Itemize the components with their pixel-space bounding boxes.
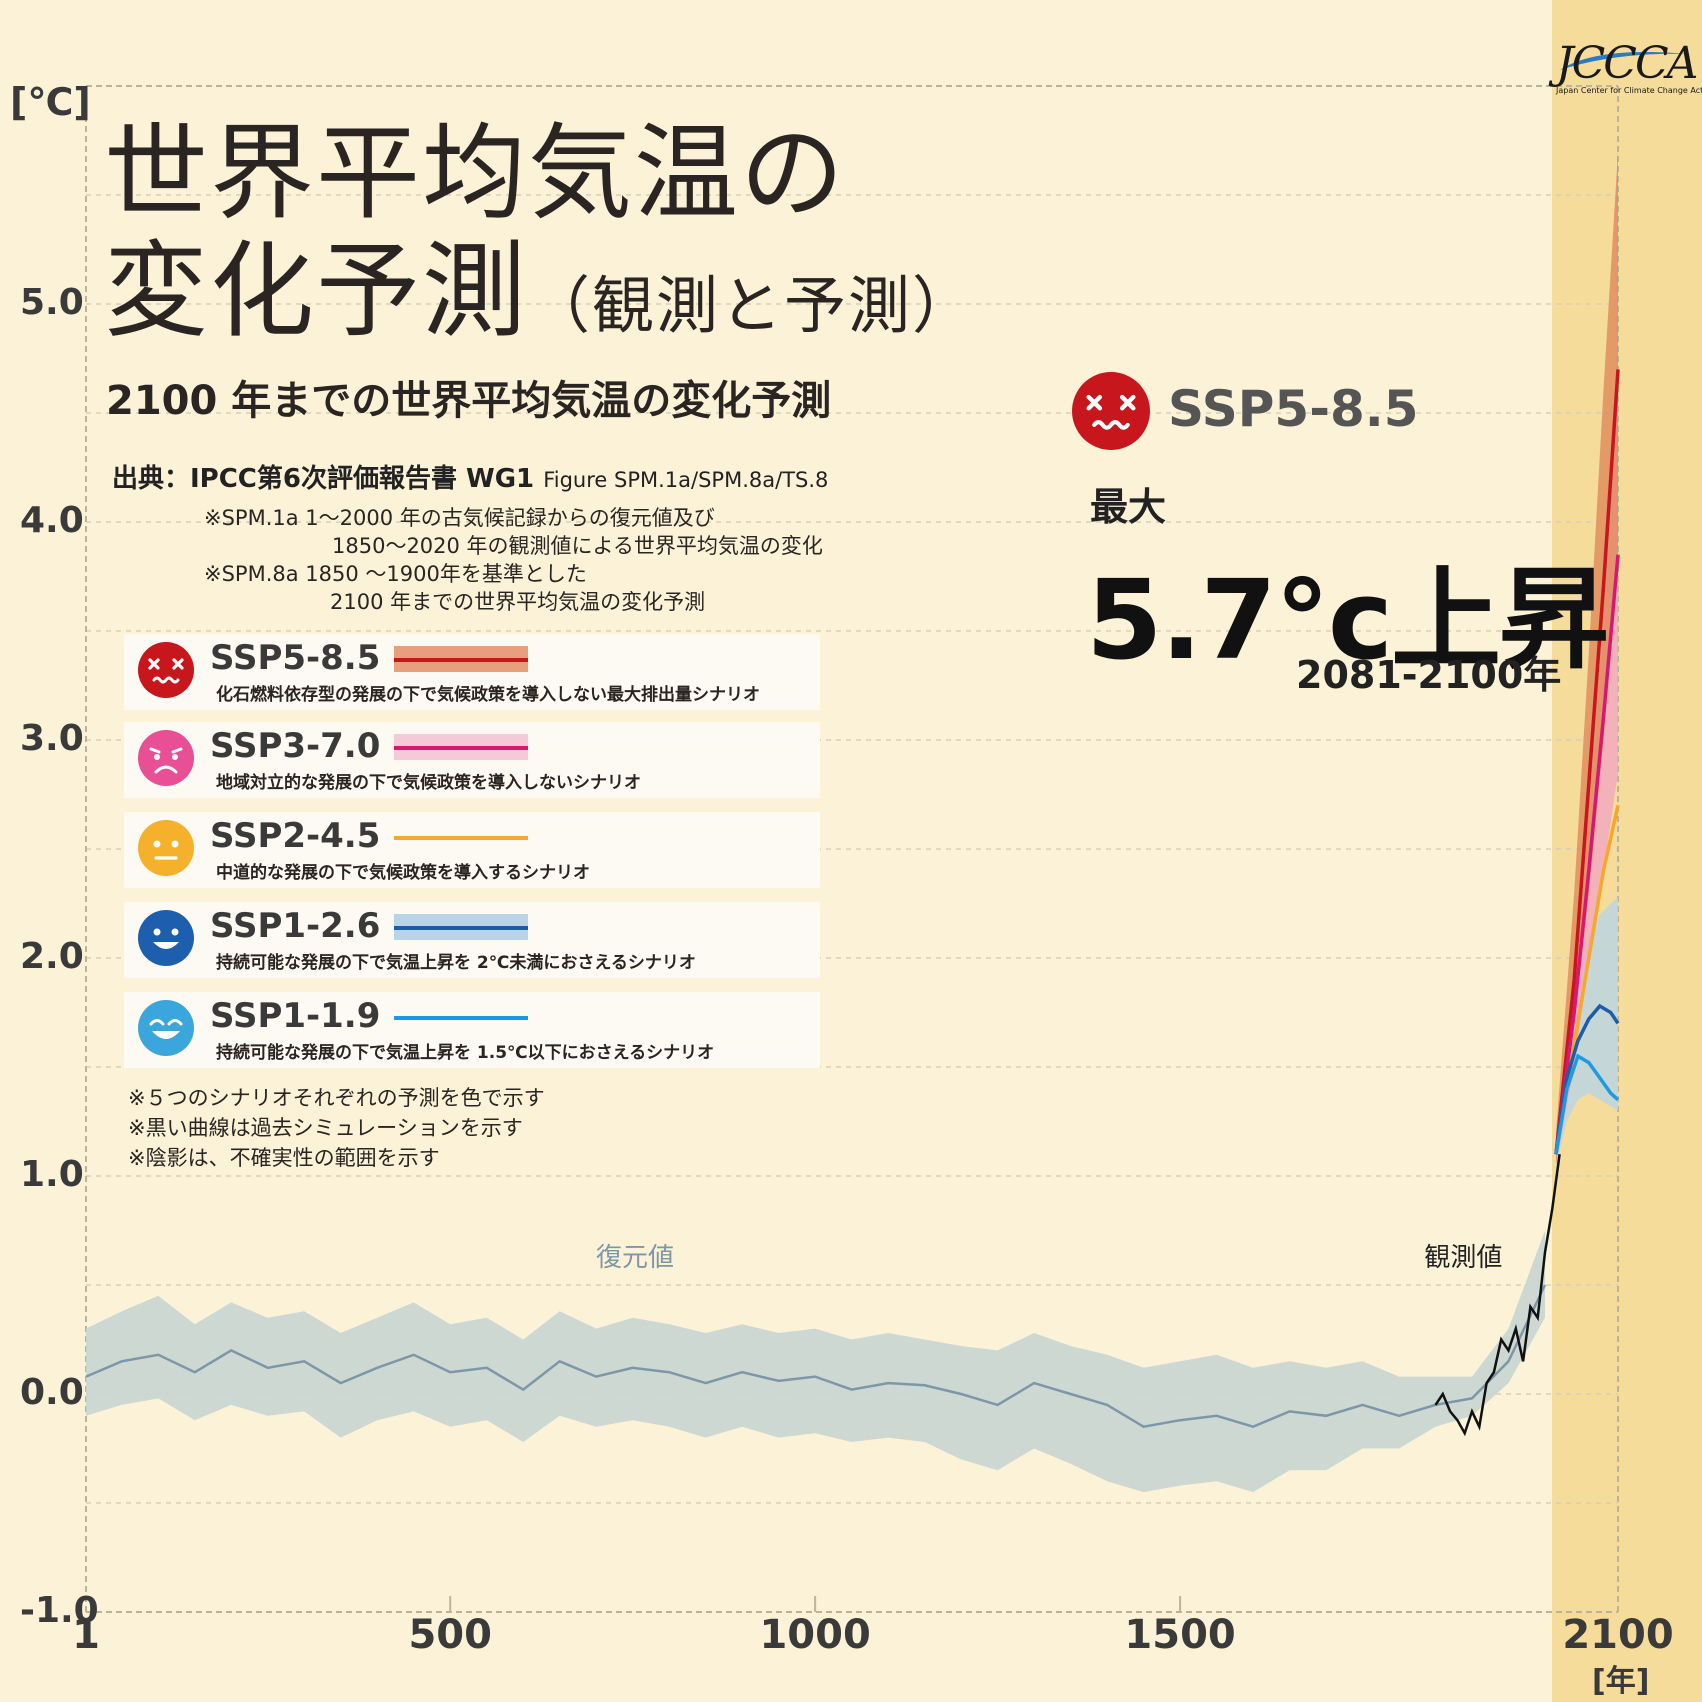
reconstruction-series (85, 1230, 1547, 1493)
title-line-2-text: 変化予測 (104, 230, 529, 352)
footnote-2: ※黒い曲線は過去シミュレーションを示す (128, 1116, 523, 1140)
source-figure: Figure SPM.1a/SPM.8a/TS.8 (543, 468, 829, 492)
line-ssp1-1.9 (1554, 1053, 1620, 1155)
legend-item: SSP5-8.5 化石燃料依存型の発展の下で気候政策を導入しない最大排出量シナリオ (124, 634, 820, 710)
x-tick-label: 500 (408, 1612, 492, 1658)
legend-line-swatch (394, 1016, 528, 1020)
title-paren: （観測と予測） (528, 269, 977, 342)
logo-text: JCCCA (1556, 38, 1698, 89)
legend-item: SSP2-4.5 中道的な発展の下で気候政策を導入するシナリオ (124, 812, 820, 888)
band-ssp5-8.5 (1556, 151, 1618, 1166)
legend-swatch (394, 734, 528, 760)
legend-swatch (394, 824, 528, 850)
y-tick-label: 3.0 (20, 718, 84, 759)
legend-description: 持続可能な発展の下で気温上昇を 1.5℃以下におさえるシナリオ (216, 1043, 715, 1063)
title-line-2: 変化予測（観測と予測） (104, 234, 976, 348)
line-ssp1-2.6 (1554, 1003, 1620, 1155)
highlight-scenario: SSP5-8.5 (1168, 380, 1419, 438)
subtitle: 2100 年までの世界平均気温の変化予測 (106, 378, 832, 424)
x-tick-label: 2100 (1562, 1612, 1674, 1658)
legend-scenario-name: SSP1-2.6 (210, 906, 381, 946)
legend-line-swatch (394, 658, 528, 662)
grinning-face-icon (138, 1000, 194, 1056)
legend-scenario-name: SSP1-1.9 (210, 996, 381, 1036)
x-axis-label: [年] (1592, 1664, 1650, 1699)
x-tick-label: 1000 (759, 1612, 871, 1658)
dizzy-face-icon (138, 642, 194, 698)
note-4: 2100 年までの世界平均気温の変化予測 (330, 590, 706, 614)
legend-item: SSP1-2.6 持続可能な発展の下で気温上昇を 2℃未満におさえるシナリオ (124, 902, 820, 978)
highlight-max-label: 最大 (1090, 485, 1167, 529)
highlight-period: 2081-2100年 (1296, 653, 1562, 697)
highlight-max-value: 5.7°c上昇 (1086, 556, 1609, 684)
legend-description: 地域対立的な発展の下で気候政策を導入しないシナリオ (216, 773, 641, 793)
line-ssp3-7.0 (1554, 554, 1620, 1155)
legend-description: 化石燃料依存型の発展の下で気候政策を導入しない最大排出量シナリオ (216, 685, 760, 705)
legend-swatch (394, 1004, 528, 1030)
projection-series (1554, 151, 1620, 1166)
y-tick-label: 5.0 (20, 282, 84, 323)
y-axis-label: [℃] (10, 80, 91, 124)
neutral-face-icon (138, 820, 194, 876)
reconstruction-line (85, 1284, 1547, 1429)
logo-swoosh-icon (1560, 52, 1688, 70)
legend-scenario-name: SSP5-8.5 (210, 638, 381, 678)
legend-item: SSP1-1.9 持続可能な発展の下で気温上昇を 1.5℃以下におさえるシナリオ (124, 992, 820, 1068)
y-tick-label: 1.0 (20, 1154, 84, 1195)
note-1: ※SPM.1a 1～2000 年の古気候記録からの復元値及び (204, 506, 715, 530)
logo-subtext: Japan Center for Climate Change Actions (1556, 86, 1702, 95)
legend-description: 中道的な発展の下で気候政策を導入するシナリオ (216, 863, 590, 883)
x-tick-label: 1500 (1124, 1612, 1236, 1658)
title-line-1: 世界平均気温の (104, 112, 847, 234)
x-tick-label: 1 (72, 1612, 100, 1658)
footnote-3: ※陰影は、不確実性の範囲を示す (128, 1146, 440, 1170)
line-ssp5-8.5 (1554, 369, 1620, 1155)
smiling-face-icon (138, 910, 194, 966)
legend-scenario-name: SSP3-7.0 (210, 726, 381, 766)
legend-description: 持続可能な発展の下で気温上昇を 2℃未満におさえるシナリオ (216, 953, 696, 973)
observation-series (1434, 1154, 1561, 1437)
y-tick-label: 4.0 (20, 500, 84, 541)
legend-line-swatch (394, 746, 528, 750)
reconstruction-band (86, 1230, 1545, 1493)
gridlines (86, 85, 1618, 1613)
legend-swatch (394, 914, 528, 940)
projection-period-background (1551, 0, 1702, 1702)
highlight-dizzy-face-icon (1072, 372, 1150, 450)
chart-annotation: 復元値 (595, 1243, 674, 1274)
legend-line-swatch (394, 836, 528, 840)
source: 出典：IPCC第6次評価報告書 WG1 Figure SPM.1a/SPM.8a… (112, 458, 828, 495)
worried-face-icon (138, 730, 194, 786)
note-3: ※SPM.8a 1850 ～1900年を基準とした (204, 562, 587, 586)
legend-item: SSP3-7.0 地域対立的な発展の下で気候政策を導入しないシナリオ (124, 722, 820, 798)
note-2: 1850～2020 年の観測値による世界平均気温の変化 (332, 534, 823, 558)
source-label: 出典：IPCC第6次評価報告書 WG1 (112, 464, 535, 494)
y-tick-label: 2.0 (20, 936, 84, 977)
legend-scenario-name: SSP2-4.5 (210, 816, 381, 856)
chart-annotation: 観測値 (1424, 1243, 1503, 1274)
legend-swatch (394, 646, 528, 672)
band-ssp1-2.6 (1556, 897, 1618, 1166)
observation-line (1434, 1154, 1561, 1437)
y-tick-label: 0.0 (20, 1372, 84, 1413)
legend-line-swatch (394, 926, 528, 930)
logo: JCCCA Japan Center for Climate Change Ac… (1556, 38, 1702, 96)
footnote-1: ※５つのシナリオそれぞれの予測を色で示す (128, 1086, 545, 1110)
